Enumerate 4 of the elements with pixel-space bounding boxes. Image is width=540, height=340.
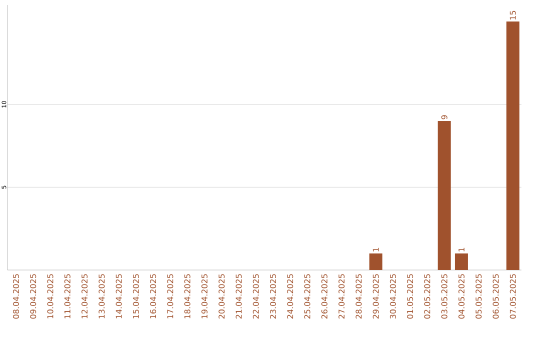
bar	[454, 253, 468, 270]
bar	[506, 22, 520, 270]
bar	[369, 253, 382, 270]
bar	[438, 120, 451, 270]
